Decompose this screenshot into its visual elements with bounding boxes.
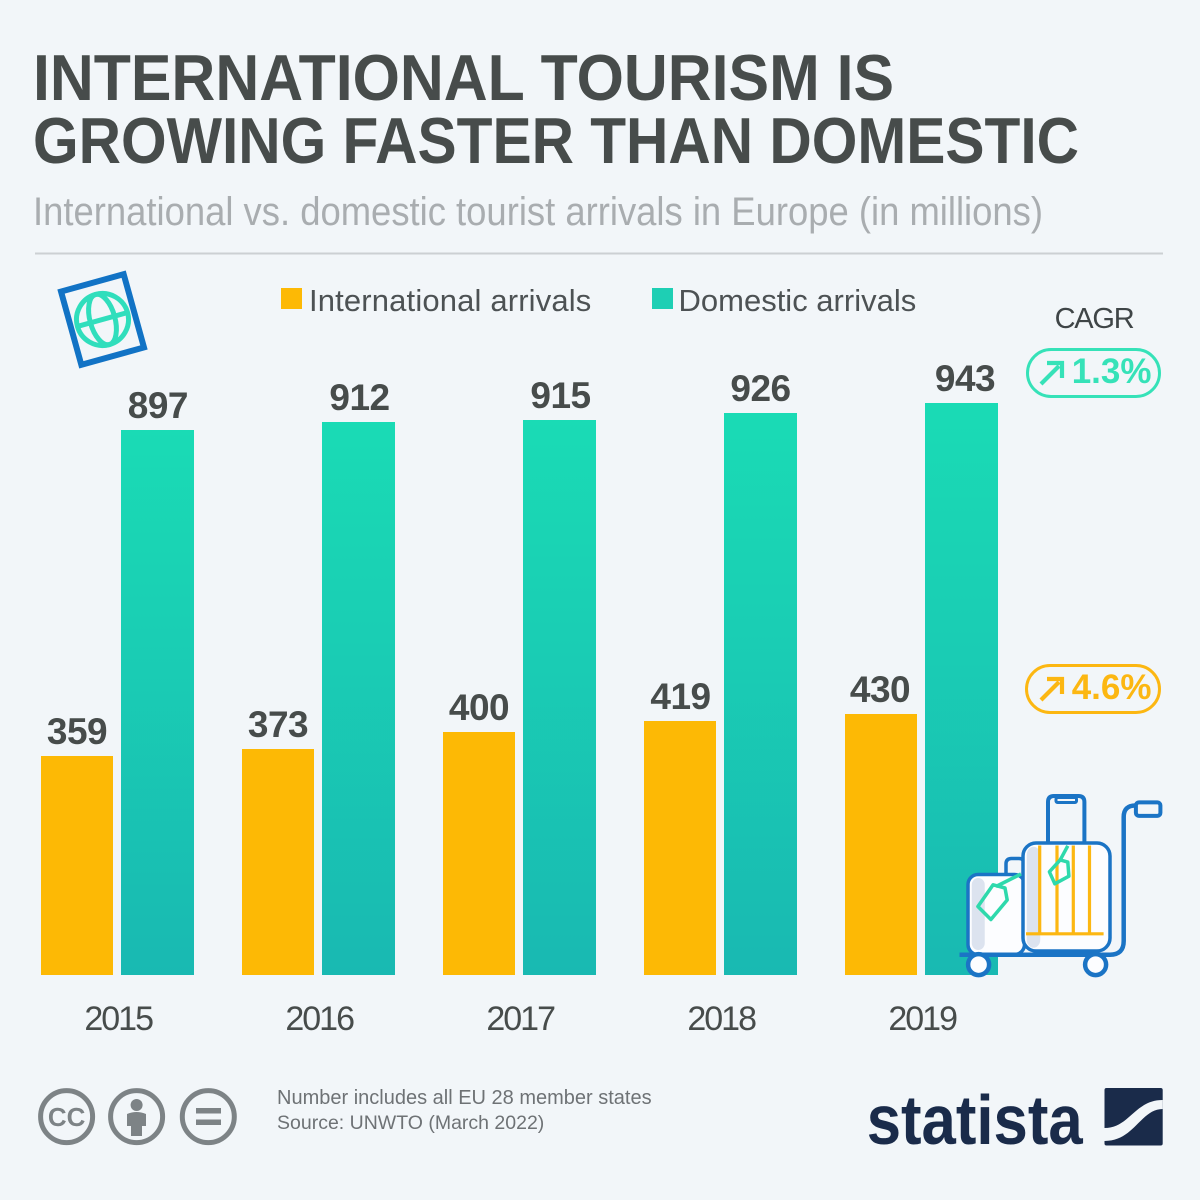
svg-text:GROWING FASTER THAN DOMESTIC: GROWING FASTER THAN DOMESTIC <box>33 104 1079 177</box>
svg-text:statista: statista <box>867 1081 1084 1159</box>
svg-text:International vs. domestic tou: International vs. domestic tourist arriv… <box>33 190 1043 234</box>
svg-text:INTERNATIONAL TOURISM IS: INTERNATIONAL TOURISM IS <box>33 41 894 114</box>
svg-text:CC: CC <box>48 1102 86 1132</box>
